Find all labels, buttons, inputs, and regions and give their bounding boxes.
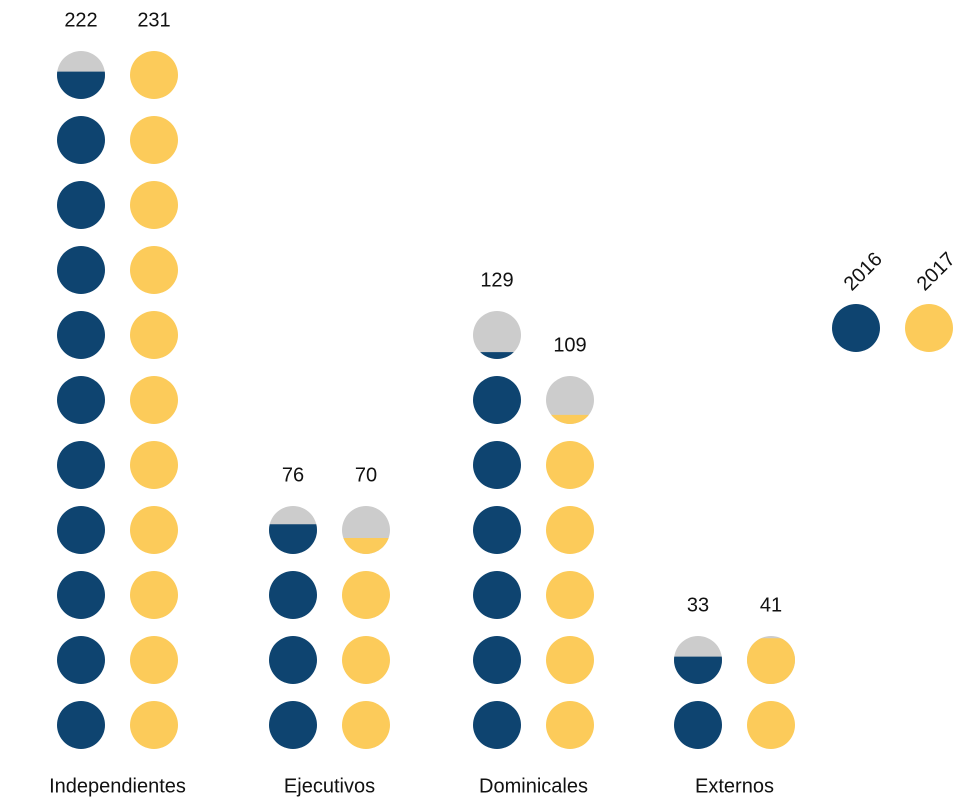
icon	[130, 571, 178, 619]
value-label: 222	[64, 9, 97, 31]
icon	[130, 246, 178, 294]
legend-label: 2017	[913, 248, 960, 295]
value-label: 76	[282, 464, 304, 486]
value-label: 41	[760, 594, 782, 616]
value-label: 70	[355, 464, 377, 486]
legend-swatch	[832, 304, 880, 352]
icon-partial	[480, 352, 514, 359]
value-label: 231	[137, 9, 170, 31]
icon	[130, 116, 178, 164]
icon	[57, 181, 105, 229]
icon	[269, 701, 317, 749]
icon-partial	[551, 414, 589, 424]
icon	[546, 506, 594, 554]
icon-partial	[343, 538, 389, 554]
icon	[57, 376, 105, 424]
category-label: Independientes	[49, 775, 186, 797]
icon	[57, 311, 105, 359]
icon-empty	[473, 311, 521, 359]
icon	[473, 441, 521, 489]
icon	[473, 376, 521, 424]
category-label: Externos	[695, 775, 774, 797]
icon	[546, 571, 594, 619]
value-label: 33	[687, 594, 709, 616]
icon	[130, 311, 178, 359]
icon	[57, 116, 105, 164]
icon	[473, 506, 521, 554]
icon-empty	[546, 376, 594, 424]
icon	[57, 701, 105, 749]
icon	[747, 701, 795, 749]
icon	[130, 51, 178, 99]
icon	[546, 441, 594, 489]
icon	[130, 701, 178, 749]
icon	[342, 636, 390, 684]
icon	[130, 636, 178, 684]
icon	[130, 441, 178, 489]
icon	[473, 701, 521, 749]
icon-partial	[674, 656, 722, 684]
legend-label: 2016	[840, 248, 887, 295]
icon	[130, 181, 178, 229]
icon	[342, 701, 390, 749]
icon-partial	[747, 638, 795, 684]
icon-partial	[269, 524, 317, 554]
icon	[57, 636, 105, 684]
value-label: 129	[480, 269, 513, 291]
icon-partial	[57, 71, 105, 99]
category-label: Ejecutivos	[284, 775, 375, 797]
icon	[57, 571, 105, 619]
category-label: Dominicales	[479, 775, 588, 797]
icon	[473, 571, 521, 619]
icon	[674, 701, 722, 749]
icon	[473, 636, 521, 684]
icon	[546, 636, 594, 684]
value-label: 109	[553, 334, 586, 356]
icon	[342, 571, 390, 619]
icon	[546, 701, 594, 749]
icon	[269, 636, 317, 684]
icon	[57, 506, 105, 554]
icon	[57, 441, 105, 489]
icon	[57, 246, 105, 294]
icon	[130, 506, 178, 554]
icon	[269, 571, 317, 619]
legend-swatch	[905, 304, 953, 352]
icon	[130, 376, 178, 424]
